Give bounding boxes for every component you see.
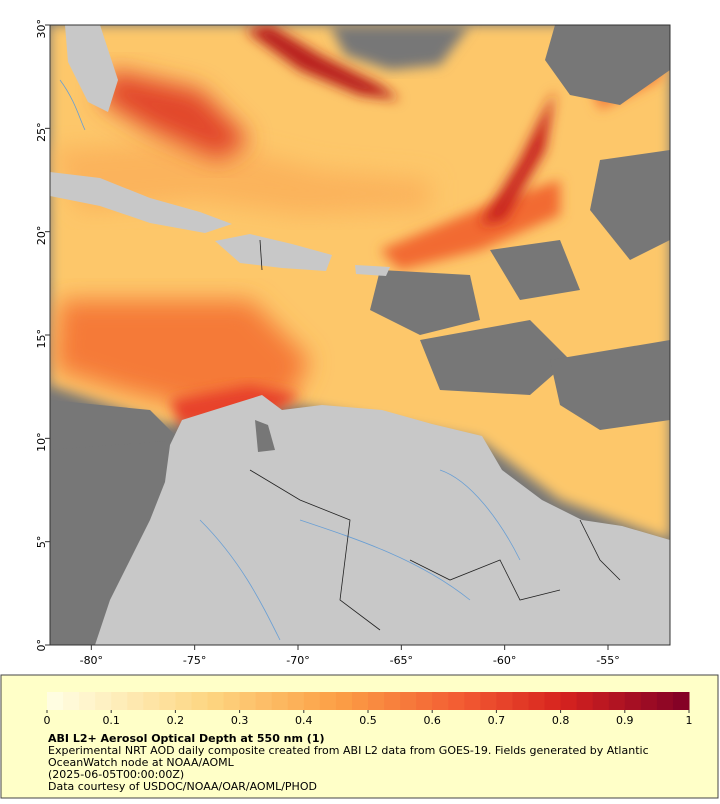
colorbar-swatch	[496, 692, 513, 710]
x-tick-label: -70°	[286, 654, 309, 667]
colorbar-swatch	[432, 692, 449, 710]
colorbar-swatch	[640, 692, 658, 710]
colorbar-swatch	[624, 692, 642, 710]
colorbar-swatch	[480, 692, 497, 710]
colorbar-tick-label: 0.3	[231, 714, 249, 727]
colorbar-swatch	[608, 692, 626, 710]
y-tick-label: 30°	[35, 19, 48, 39]
colorbar-swatch	[191, 692, 208, 710]
colorbar-swatch	[239, 692, 257, 710]
colorbar-swatch	[448, 692, 465, 710]
colorbar-swatch	[143, 692, 160, 710]
colorbar-swatch	[400, 692, 417, 710]
x-tick-label: -55°	[596, 654, 619, 667]
colorbar-swatch	[271, 692, 289, 710]
colorbar-swatch	[544, 692, 562, 710]
colorbar-tick-label: 0.5	[359, 714, 377, 727]
colorbar-swatch	[223, 692, 241, 710]
y-tick-label: 0°	[35, 639, 48, 652]
caption-line: OceanWatch node at NOAA/AOML	[48, 756, 235, 769]
colorbar-swatch	[127, 692, 144, 710]
colorbar-swatch	[512, 692, 529, 710]
colorbar-swatch	[464, 692, 481, 710]
x-tick-label: -60°	[493, 654, 516, 667]
y-tick-label: 5°	[35, 536, 48, 549]
colorbar-swatch	[384, 692, 401, 710]
colorbar-swatch	[416, 692, 433, 710]
colorbar-tick-label: 1	[686, 714, 693, 727]
colorbar-swatch	[351, 692, 369, 710]
y-tick-label: 20°	[35, 226, 48, 246]
colorbar-swatch	[656, 692, 674, 710]
colorbar-swatch	[79, 692, 96, 710]
caption-line: Experimental NRT AOD daily composite cre…	[48, 744, 649, 757]
colorbar-swatch	[287, 692, 305, 710]
colorbar-tick-label: 0	[44, 714, 51, 727]
colorbar-swatch	[111, 692, 128, 710]
colorbar-swatch	[303, 692, 321, 710]
colorbar: 0 0.1 0.2 0.3 0.4 0.5 0.6 0.7 0.8 0.9 1	[44, 692, 693, 727]
colorbar-swatch	[63, 692, 80, 710]
colorbar-swatch	[335, 692, 353, 710]
colorbar-tick-label: 0.2	[167, 714, 185, 727]
caption-title: ABI L2+ Aerosol Optical Depth at 550 nm …	[48, 732, 325, 745]
colorbar-swatch	[319, 692, 337, 710]
colorbar-tick-label: 0.1	[102, 714, 120, 727]
colorbar-swatch	[47, 692, 64, 710]
x-tick-label: -75°	[183, 654, 206, 667]
caption-line: Data courtesy of USDOC/NOAA/OAR/AOML/PHO…	[48, 780, 317, 793]
colorbar-tick-label: 0.7	[488, 714, 506, 727]
x-tick-label: -80°	[80, 654, 103, 667]
colorbar-tick-label: 0.9	[616, 714, 634, 727]
colorbar-tick-label: 0.8	[552, 714, 570, 727]
x-tick-label: -65°	[390, 654, 413, 667]
y-tick-label: 10°	[35, 432, 48, 452]
colorbar-swatch	[672, 692, 690, 710]
colorbar-swatch	[560, 692, 578, 710]
colorbar-swatch	[175, 692, 192, 710]
colorbar-swatch	[592, 692, 610, 710]
colorbar-tick-label: 0.4	[295, 714, 313, 727]
colorbar-tick-label: 0.6	[423, 714, 441, 727]
map-image	[50, 25, 670, 645]
colorbar-swatch	[95, 692, 112, 710]
colorbar-swatch	[368, 692, 385, 710]
colorbar-swatch	[528, 692, 546, 710]
y-tick-label: 25°	[35, 122, 48, 142]
caption-line: (2025-06-05T00:00:00Z)	[48, 768, 184, 781]
colorbar-swatch	[576, 692, 594, 710]
colorbar-swatch	[159, 692, 176, 710]
colorbar-swatch	[207, 692, 225, 710]
colorbar-swatch	[255, 692, 273, 710]
y-tick-label: 15°	[35, 329, 48, 349]
